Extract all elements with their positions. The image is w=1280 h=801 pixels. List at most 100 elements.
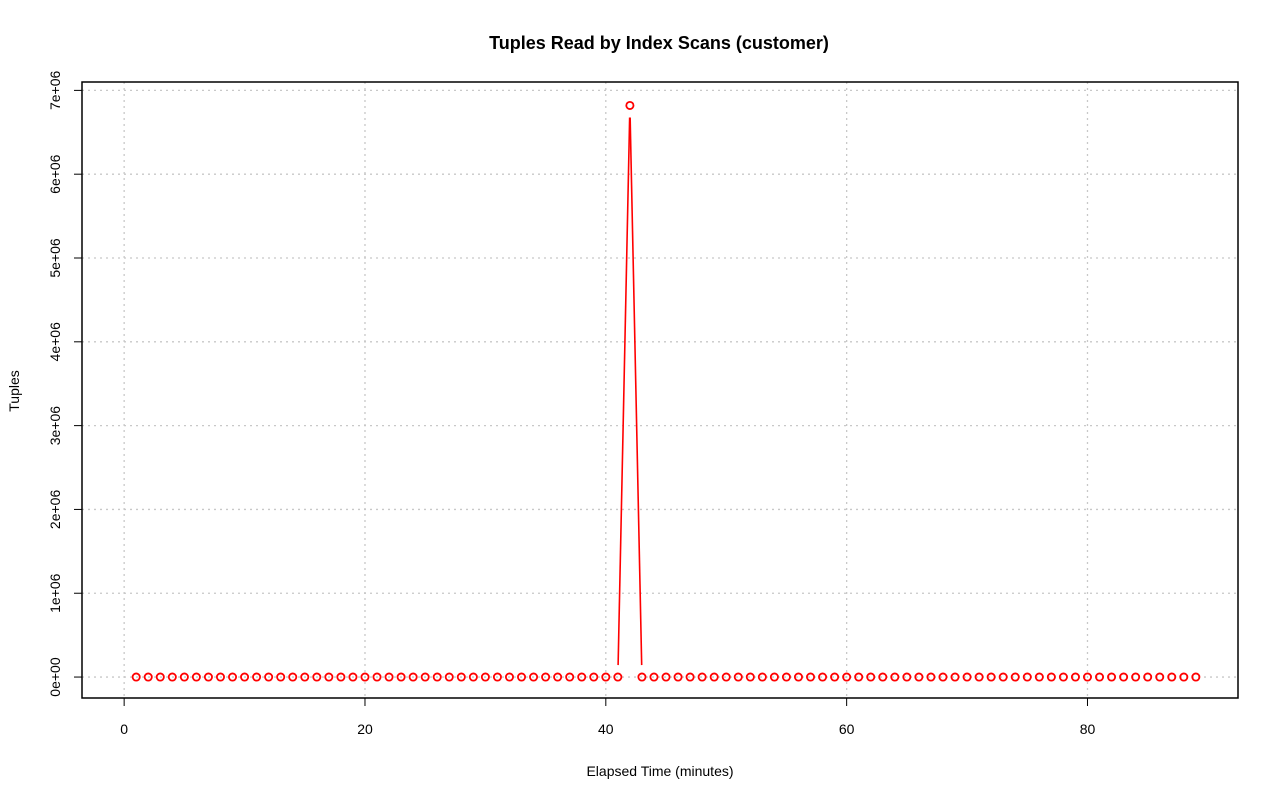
data-point: [131, 672, 141, 682]
data-point: [806, 672, 816, 682]
y-tick-label: 5e+06: [47, 238, 63, 278]
data-point: [228, 672, 238, 682]
data-point: [1155, 672, 1165, 682]
data-point: [986, 672, 996, 682]
data-point: [1119, 672, 1129, 682]
data-point: [625, 100, 635, 110]
data-point: [637, 672, 647, 682]
data-point: [589, 672, 599, 682]
data-point: [348, 672, 358, 682]
data-point: [191, 672, 201, 682]
data-point: [1070, 672, 1080, 682]
data-point: [336, 672, 346, 682]
chart-title: Tuples Read by Index Scans (customer): [489, 33, 829, 53]
data-point: [384, 672, 394, 682]
data-point: [324, 672, 334, 682]
series-segment: [617, 117, 631, 666]
data-point: [962, 672, 972, 682]
data-point: [998, 672, 1008, 682]
data-point: [866, 672, 876, 682]
x-axis-label: Elapsed Time (minutes): [586, 763, 733, 779]
data-point: [1143, 672, 1153, 682]
data-point: [733, 672, 743, 682]
data-point: [444, 672, 454, 682]
data-point: [926, 672, 936, 682]
y-axis: 0e+00 1e+06 2e+06 3e+06 4e+06 5e+06 6e+06 7e+06: [47, 71, 83, 697]
data-point: [276, 672, 286, 682]
data-point: [288, 672, 298, 682]
data-point: [818, 672, 828, 682]
data-point: [1167, 672, 1177, 682]
x-axis: 0 20 40 60 80: [120, 697, 1096, 737]
data-point: [456, 672, 466, 682]
y-tick-label: 7e+06: [47, 71, 63, 111]
data-point: [697, 672, 707, 682]
data-point: [396, 672, 406, 682]
y-tick-label: 0e+00: [47, 657, 63, 697]
data-point: [312, 672, 322, 682]
data-point: [179, 672, 189, 682]
y-tick-label: 3e+06: [47, 406, 63, 446]
data-point: [553, 672, 563, 682]
data-point: [252, 672, 262, 682]
grid: [82, 82, 1238, 698]
data-point: [480, 672, 490, 682]
y-tick-label: 6e+06: [47, 154, 63, 194]
data-point: [408, 672, 418, 682]
data-point: [1082, 672, 1092, 682]
series-segment: [629, 117, 643, 666]
y-tick-label: 1e+06: [47, 573, 63, 613]
data-point: [830, 672, 840, 682]
data-point: [974, 672, 984, 682]
y-axis-label: Tuples: [6, 370, 22, 412]
data-point: [504, 672, 514, 682]
data-point: [661, 672, 671, 682]
data-point: [1046, 672, 1056, 682]
data-point: [902, 672, 912, 682]
data-point: [1058, 672, 1068, 682]
data-point: [1107, 672, 1117, 682]
data-point: [565, 672, 575, 682]
data-point: [167, 672, 177, 682]
data-point: [1095, 672, 1105, 682]
data-point: [781, 672, 791, 682]
x-tick-label: 0: [120, 721, 128, 737]
x-tick-label: 60: [839, 721, 855, 737]
data-point: [709, 672, 719, 682]
data-point: [950, 672, 960, 682]
data-point: [468, 672, 478, 682]
data-point: [745, 672, 755, 682]
data-point: [914, 672, 924, 682]
x-tick-label: 80: [1080, 721, 1096, 737]
data-point: [215, 672, 225, 682]
data-point: [300, 672, 310, 682]
data-point: [769, 672, 779, 682]
x-tick-label: 20: [357, 721, 373, 737]
data-point: [878, 672, 888, 682]
data-point: [601, 672, 611, 682]
data-series: [131, 100, 1201, 682]
data-point: [432, 672, 442, 682]
data-point: [721, 672, 731, 682]
data-point: [1191, 672, 1201, 682]
x-tick-label: 40: [598, 721, 614, 737]
data-point: [1131, 672, 1141, 682]
data-point: [492, 672, 502, 682]
data-point: [938, 672, 948, 682]
data-point: [1034, 672, 1044, 682]
data-point: [1010, 672, 1020, 682]
data-point: [529, 672, 539, 682]
data-point: [541, 672, 551, 682]
data-point: [420, 672, 430, 682]
data-point: [264, 672, 274, 682]
y-tick-label: 4e+06: [47, 322, 63, 362]
data-point: [155, 672, 165, 682]
data-point: [203, 672, 213, 682]
data-point: [793, 672, 803, 682]
data-point: [685, 672, 695, 682]
data-point: [854, 672, 864, 682]
data-point: [649, 672, 659, 682]
data-point: [890, 672, 900, 682]
data-point: [517, 672, 527, 682]
